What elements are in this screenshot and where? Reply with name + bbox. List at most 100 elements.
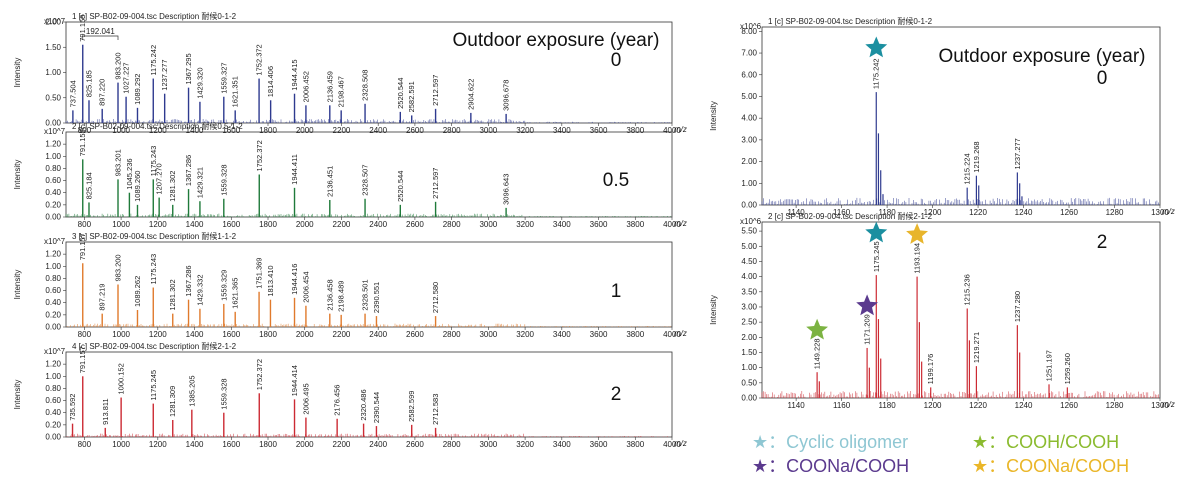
y-tick-label: 2.00 bbox=[45, 18, 61, 27]
peak-label: 2582.591 bbox=[407, 81, 416, 112]
peak-label: 3096.643 bbox=[502, 174, 511, 205]
y-tick-label: 0.00 bbox=[45, 213, 61, 222]
legend: ★：Cyclic oligomer ★：COOH/COOH ★：COONa/CO… bbox=[752, 430, 1172, 480]
x-tick-label: 1800 bbox=[259, 126, 277, 135]
peak-label: 2176.456 bbox=[333, 384, 342, 415]
baseline-noise bbox=[65, 433, 671, 437]
x-tick-label: 1800 bbox=[259, 330, 277, 339]
peak-label: 737.504 bbox=[68, 80, 77, 107]
x-tick-label: 1200 bbox=[924, 208, 942, 217]
x-tick-label: 3600 bbox=[590, 126, 608, 135]
x-tick-label: 1000 bbox=[112, 330, 130, 339]
peak-label: 983.201 bbox=[114, 149, 123, 176]
panel-header: 1 [c] SP-B02-09-004.tsc Description 耐候0-… bbox=[72, 11, 237, 21]
peak-label: 897.219 bbox=[98, 284, 107, 311]
x-tick-label: 1200 bbox=[924, 401, 942, 410]
scale-label: x10^7 bbox=[44, 347, 66, 356]
x-tick-label: 1180 bbox=[878, 208, 896, 217]
x-tick-label: 1300 bbox=[1151, 401, 1169, 410]
peak-label: 2520.544 bbox=[396, 78, 405, 109]
exposure-value: 0 bbox=[1097, 68, 1108, 89]
peak-label: 1944.414 bbox=[290, 365, 299, 396]
y-tick-label: 1.20 bbox=[45, 360, 61, 369]
peak-label: 1237.277 bbox=[1013, 138, 1022, 169]
panel-header: 2 [c] SP-B02-09-004.tsc Description 耐候2-… bbox=[768, 211, 933, 221]
spectrum-panel-left-2: 2 [c] SP-B02-09-004.tsc Description 耐候0.… bbox=[13, 121, 687, 229]
peak-label: 2712.597 bbox=[431, 75, 440, 106]
y-tick-label: 0.40 bbox=[45, 188, 61, 197]
peak-label: 1813.410 bbox=[266, 265, 275, 296]
x-tick-label: 1140 bbox=[788, 208, 806, 217]
peak-label: 1944.415 bbox=[290, 59, 299, 90]
y-tick-label: 5.00 bbox=[741, 92, 757, 101]
peak-label: 1215.224 bbox=[963, 153, 972, 184]
x-tick-label: 3000 bbox=[479, 440, 497, 449]
peak-label: 1281.302 bbox=[168, 171, 177, 202]
x-tick-label: 1240 bbox=[1015, 208, 1033, 217]
x-tick-label: 3400 bbox=[553, 126, 571, 135]
x-tick-label: 1600 bbox=[222, 126, 240, 135]
x-tick-label: 1000 bbox=[112, 440, 130, 449]
peak-label: 1175.243 bbox=[149, 254, 158, 285]
y-tick-label: 0.00 bbox=[45, 323, 61, 332]
peak-label: 1621.351 bbox=[231, 76, 240, 107]
peak-label: 1027.227 bbox=[122, 62, 131, 93]
x-tick-label: 1240 bbox=[1015, 401, 1033, 410]
x-tick-label: 1000 bbox=[112, 220, 130, 229]
x-tick-label: 2800 bbox=[443, 330, 461, 339]
x-tick-label: 1160 bbox=[833, 208, 851, 217]
x-tick-label: 3600 bbox=[590, 220, 608, 229]
y-tick-label: 1.50 bbox=[45, 43, 61, 52]
peak-label: 1175.242 bbox=[872, 58, 881, 89]
peak-label: 1621.365 bbox=[231, 278, 240, 309]
legend-item-coona-cooh-yellow: ★：COONa/COOH bbox=[972, 454, 1129, 478]
peak-label: 1752.372 bbox=[255, 44, 264, 75]
baseline-noise bbox=[65, 213, 671, 217]
peak-label: 2712.583 bbox=[431, 394, 440, 425]
y-axis-label: Intensity bbox=[709, 101, 718, 131]
peak-label: 983.200 bbox=[114, 254, 123, 281]
peak-label: 1367.286 bbox=[184, 155, 193, 186]
x-tick-label: 1280 bbox=[1106, 208, 1124, 217]
peak-label: 2136.459 bbox=[325, 71, 334, 102]
peak-label: 1251.197 bbox=[1045, 350, 1054, 381]
y-tick-label: 0.40 bbox=[45, 298, 61, 307]
x-tick-label: 3200 bbox=[516, 220, 534, 229]
x-tick-label: 1140 bbox=[788, 401, 806, 410]
y-tick-label: 1.00 bbox=[45, 262, 61, 271]
star-marker bbox=[865, 221, 888, 243]
peak-label: 2712.597 bbox=[431, 168, 440, 199]
peak-label: 1559.329 bbox=[219, 270, 228, 301]
spectrum-panel-left-3: 3 [c] SP-B02-09-004.tsc Description 耐候1-… bbox=[13, 231, 687, 339]
star-icon: ★ bbox=[972, 456, 989, 476]
scale-label: x10^7 bbox=[44, 127, 66, 136]
x-tick-label: 800 bbox=[78, 440, 92, 449]
peak-label: 791.157 bbox=[78, 346, 87, 373]
peak-label: 1429.320 bbox=[195, 67, 204, 98]
peak-label: 1215.236 bbox=[963, 274, 972, 305]
x-tick-label: 3400 bbox=[553, 440, 571, 449]
peak-label: 2198.489 bbox=[337, 281, 346, 312]
panel-header: 1 [c] SP-B02-09-004.tsc Description 耐候0-… bbox=[768, 16, 933, 26]
y-tick-label: 0.60 bbox=[45, 176, 61, 185]
peak-label: 1385.205 bbox=[187, 375, 196, 406]
x-tick-label: 1600 bbox=[222, 220, 240, 229]
x-tick-label: 3600 bbox=[590, 330, 608, 339]
peak-label: 1367.295 bbox=[184, 53, 193, 84]
scale-label: x10^6 bbox=[740, 217, 762, 226]
x-tick-label: 4000 bbox=[663, 440, 681, 449]
x-tick-label: 1800 bbox=[259, 220, 277, 229]
peak-label: 2328.501 bbox=[361, 279, 370, 310]
peak-label: 1237.277 bbox=[160, 59, 169, 90]
peak-label: 913.811 bbox=[101, 398, 110, 425]
star-marker bbox=[856, 294, 878, 316]
x-tick-label: 1400 bbox=[186, 440, 204, 449]
exposure-value: 2 bbox=[611, 384, 622, 405]
exposure-annotation: Outdoor exposure (year) bbox=[939, 46, 1146, 67]
peak-label: 2712.580 bbox=[431, 282, 440, 313]
peak-label: 897.220 bbox=[98, 79, 107, 106]
peak-label: 1559.327 bbox=[219, 62, 228, 93]
x-tick-label: 3400 bbox=[553, 220, 571, 229]
y-tick-label: 0.80 bbox=[45, 274, 61, 283]
x-tick-label: 2600 bbox=[406, 330, 424, 339]
